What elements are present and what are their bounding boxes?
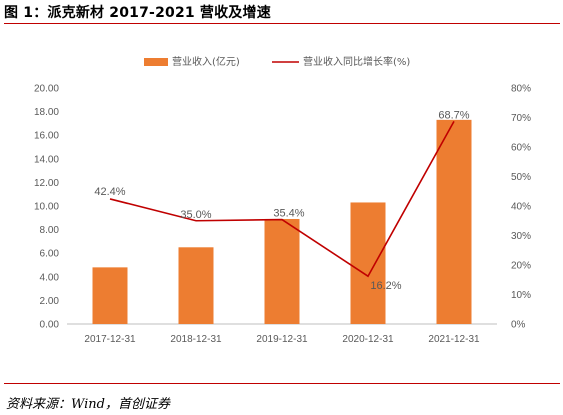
y-right-tick-label: 80% — [511, 84, 531, 95]
x-tick-label: 2017-12-31 — [84, 334, 136, 345]
figure-title: 图 1：派克新材 2017-2021 营收及增速 — [4, 5, 271, 21]
y-left-tick-label: 8.00 — [40, 225, 60, 236]
bar-series — [92, 119, 472, 324]
x-tick-label: 2019-12-31 — [256, 334, 308, 345]
y-right-tick-label: 60% — [511, 143, 531, 154]
y-right-tick-label: 0% — [511, 320, 526, 331]
growth-data-label: 68.7% — [438, 109, 469, 121]
y-left-tick-label: 2.00 — [40, 296, 60, 307]
growth-data-label: 16.2% — [370, 280, 401, 292]
y-right-tick-label: 20% — [511, 261, 531, 272]
y-right-tick-label: 50% — [511, 172, 531, 183]
revenue-growth-chart: 营业收入(亿元) 营业收入同比增长率(%) 0.00 2.00 4.00 6.00 8.… — [34, 55, 531, 346]
chart-legend: 营业收入(亿元) 营业收入同比增长率(%) — [144, 55, 410, 68]
y-left-tick-label: 10.00 — [34, 202, 59, 213]
growth-rate-line — [109, 120, 455, 278]
y-right-tick-label: 30% — [511, 231, 531, 242]
figure-header: 图 1：派克新材 2017-2021 营收及增速 — [0, 0, 563, 24]
revenue-bar — [350, 202, 386, 324]
revenue-bar — [436, 119, 472, 324]
title-rule — [4, 23, 560, 24]
legend-label-growth: 营业收入同比增长率(%) — [303, 55, 410, 68]
revenue-bar — [264, 218, 300, 324]
y-right-tick-label: 10% — [511, 290, 531, 301]
growth-data-label: 35.0% — [180, 209, 211, 221]
y-left-tick-label: 4.00 — [40, 272, 60, 283]
y-left-tick-label: 14.00 — [34, 154, 59, 165]
growth-data-label: 35.4% — [273, 208, 304, 220]
revenue-bar — [178, 247, 214, 324]
x-tick-label: 2021-12-31 — [428, 334, 480, 345]
y-left-tick-label: 0.00 — [40, 320, 60, 331]
source-rule — [4, 383, 560, 384]
growth-data-label: 42.4% — [94, 186, 125, 198]
source-note: 资料来源：Wind，首创证券 — [6, 397, 170, 412]
revenue-bar — [92, 267, 128, 324]
x-tick-label: 2020-12-31 — [342, 334, 394, 345]
legend-swatch-bar — [144, 58, 168, 66]
y-right-tick-label: 70% — [511, 113, 531, 124]
y-left-tick-label: 20.00 — [34, 84, 59, 95]
line-series — [109, 120, 455, 278]
y-left-tick-label: 16.00 — [34, 131, 59, 142]
y-left-tick-label: 6.00 — [40, 249, 60, 260]
y-left-tick-label: 18.00 — [34, 107, 59, 118]
x-tick-label: 2018-12-31 — [170, 334, 222, 345]
y-left-tick-label: 12.00 — [34, 178, 59, 189]
legend-label-revenue: 营业收入(亿元) — [172, 55, 240, 68]
chart-axes: 0.00 2.00 4.00 6.00 8.00 10.00 12.00 14.00 16.00… — [34, 84, 531, 346]
y-right-tick-label: 40% — [511, 202, 531, 213]
data-labels: 42.4% 35.0% 35.4% 16.2% 68.7% — [94, 109, 469, 292]
